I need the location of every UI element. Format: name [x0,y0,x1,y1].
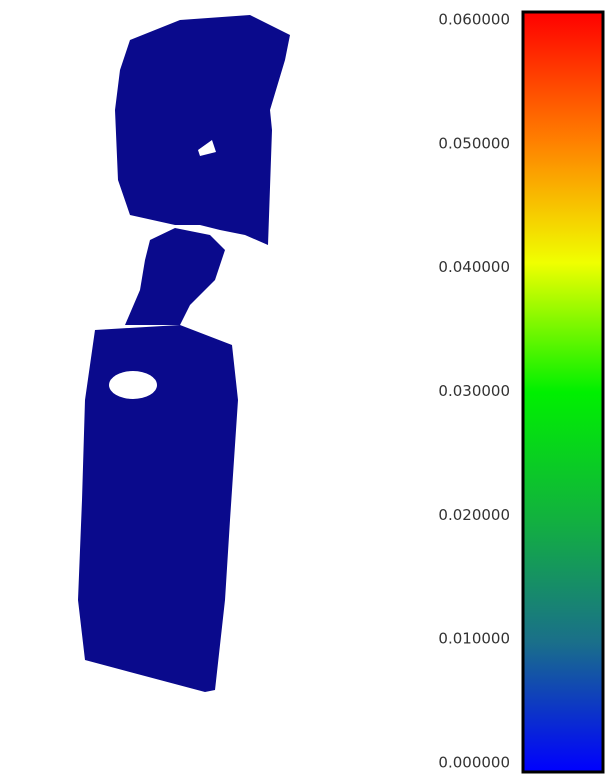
tick-label: 0.000000 [438,754,510,772]
body-part [78,325,238,692]
tick-label: 0.060000 [438,11,510,29]
neck-part [125,228,225,325]
tick-label: 0.020000 [438,506,510,524]
hole [109,371,157,399]
tick-label: 0.040000 [438,258,510,276]
colorbar [521,10,605,774]
tick-label: 0.010000 [438,630,510,648]
point-cloud [78,15,290,692]
tick-label: 0.030000 [438,382,510,400]
colorbar-ticks: 0.060000 0.050000 0.040000 0.030000 0.020000… [438,11,510,772]
tick-label: 0.050000 [438,134,510,152]
head-part [115,15,290,245]
